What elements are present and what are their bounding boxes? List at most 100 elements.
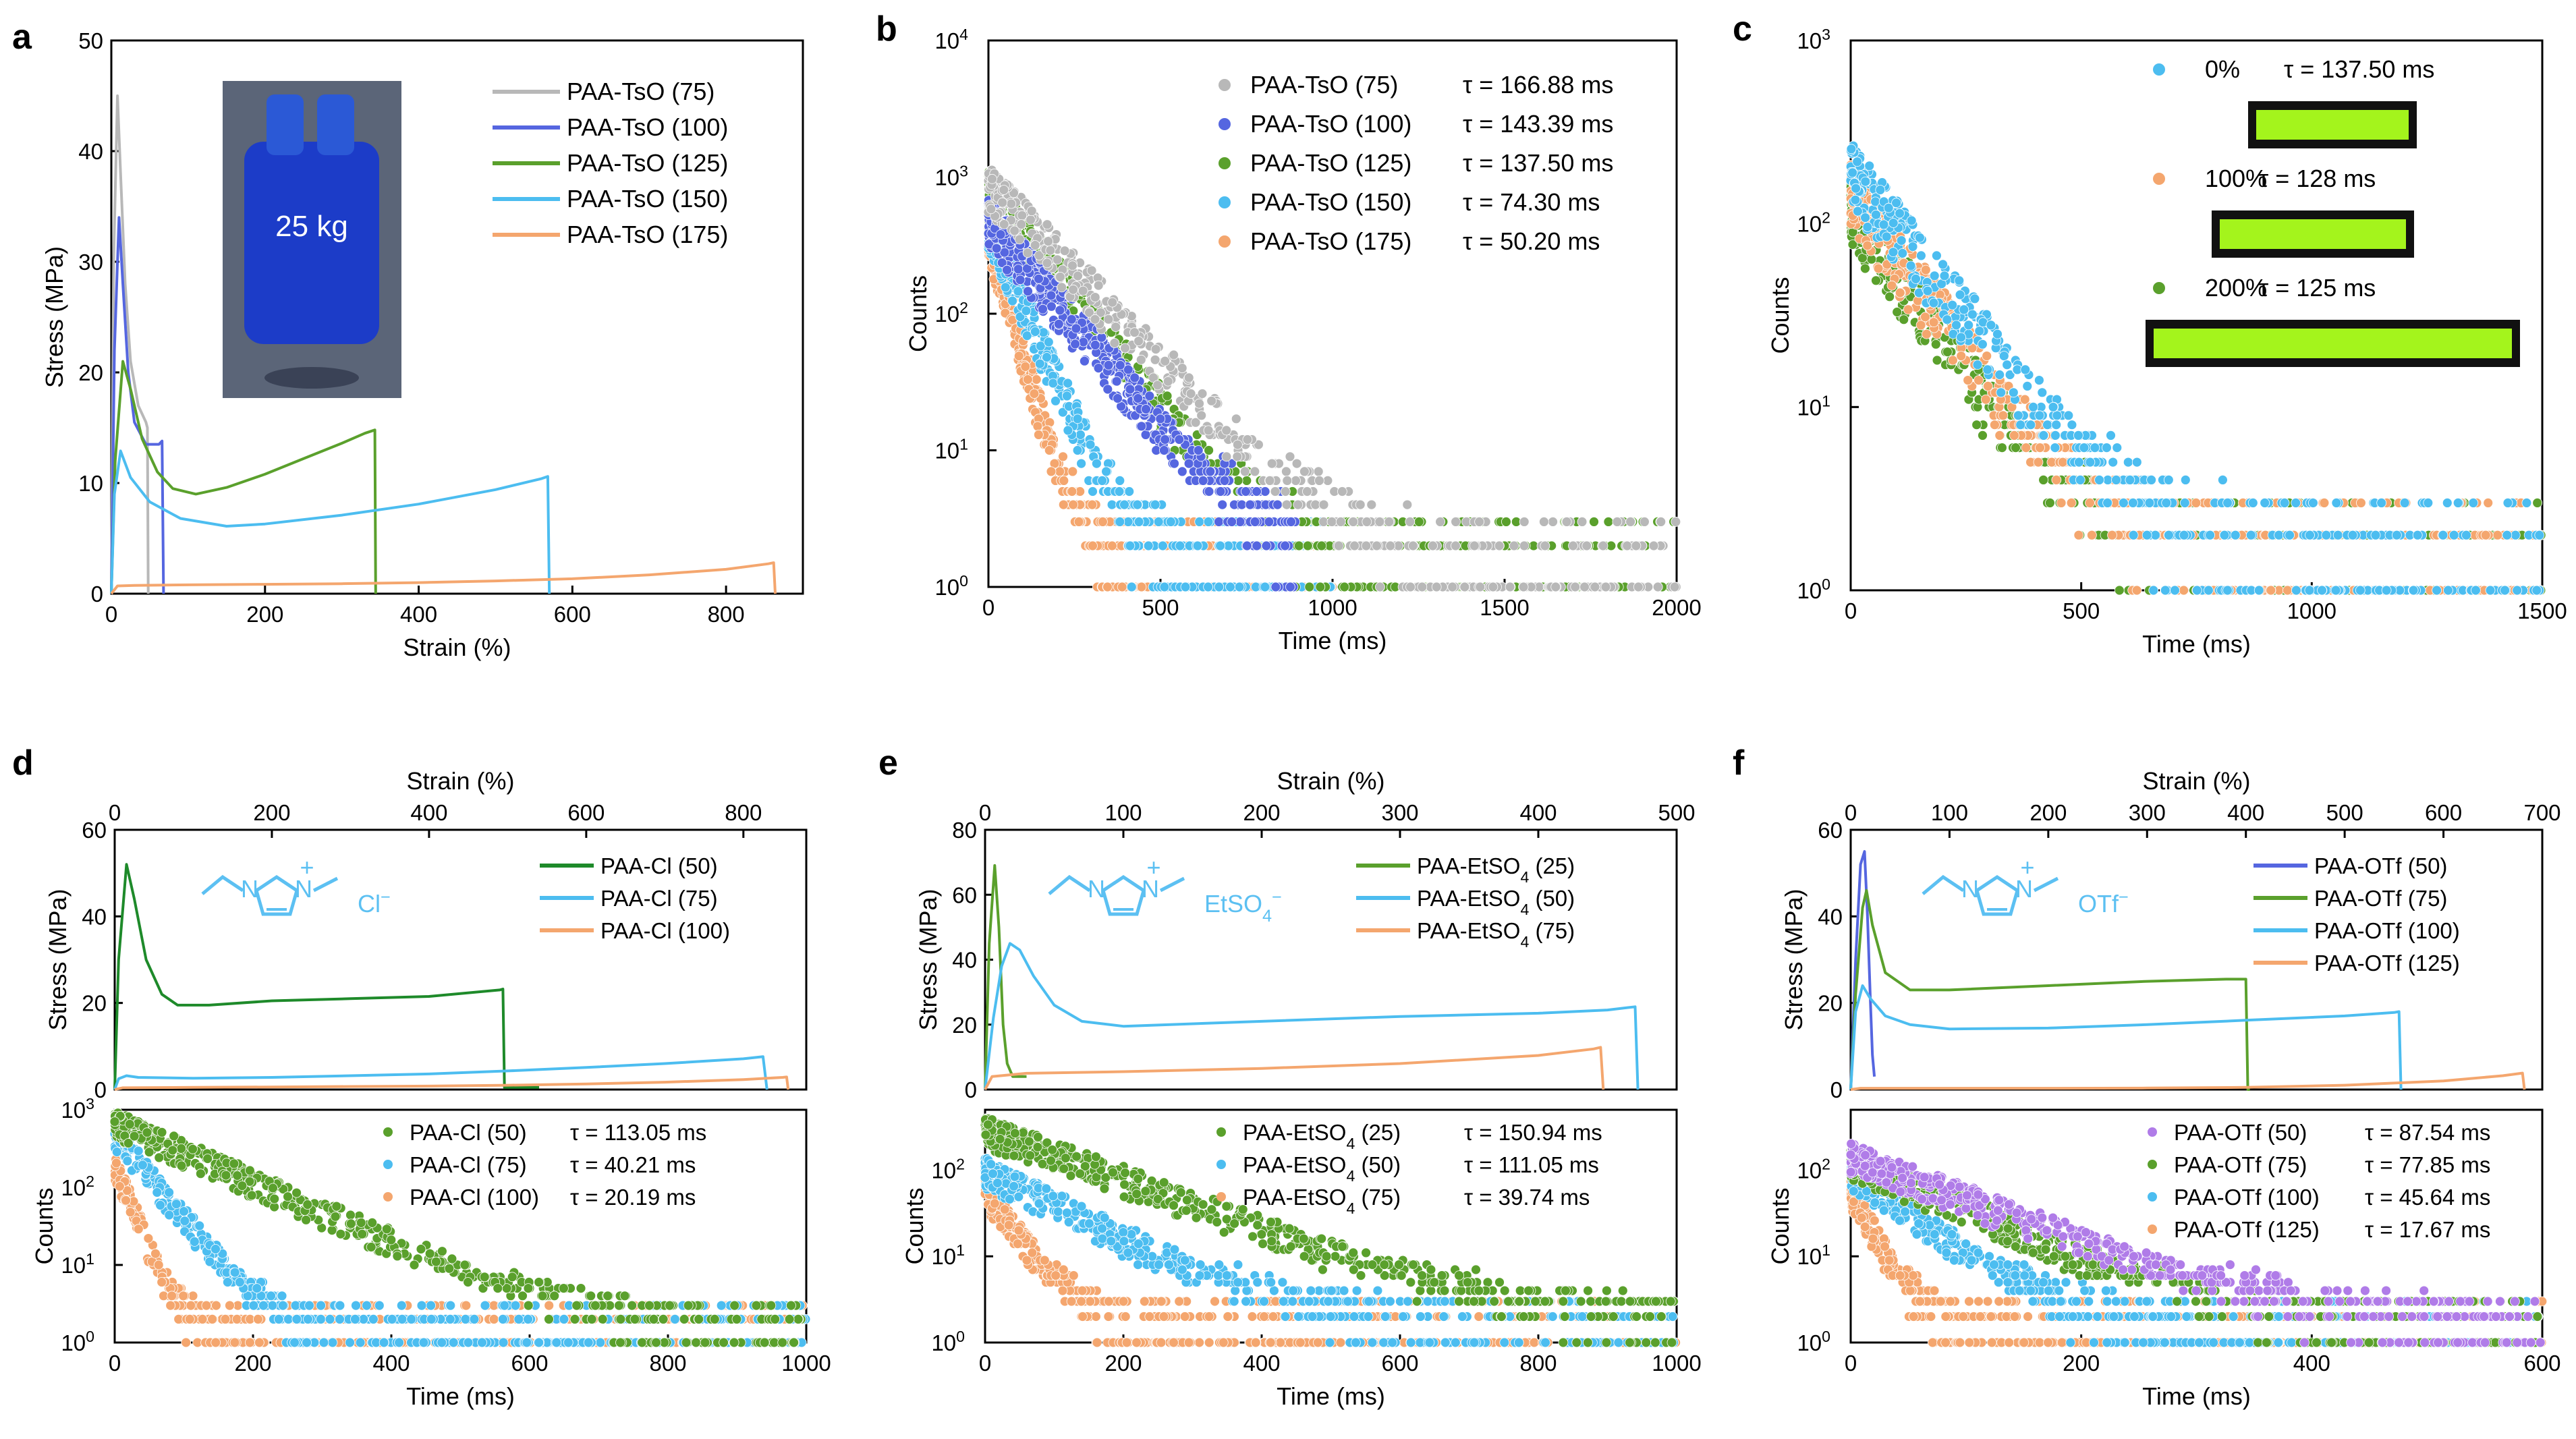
data-point — [1013, 351, 1024, 362]
data-point — [1136, 582, 1147, 592]
text-part: 10 — [61, 1175, 86, 1200]
data-point — [1299, 466, 1310, 477]
data-point — [2144, 498, 2155, 508]
data-point — [1568, 540, 1578, 551]
data-point — [2347, 530, 2358, 540]
imidazolium-structure: N N+Cl− — [201, 853, 391, 918]
data-point — [2247, 498, 2258, 508]
x-tick-label: 800 — [725, 800, 762, 825]
data-point — [2048, 401, 2059, 412]
text-part: PAA-TsO (150) — [567, 185, 728, 213]
data-point — [2502, 530, 2513, 540]
series-points — [1845, 160, 2544, 596]
data-point — [2510, 530, 2521, 540]
data-point — [1435, 517, 1446, 527]
legend-entry: PAA-Cl (75) — [600, 886, 718, 911]
data-point — [1886, 280, 1897, 291]
data-point — [1891, 198, 1902, 208]
data-point — [1372, 540, 1382, 551]
data-point — [1333, 540, 1344, 551]
data-point — [1871, 209, 1881, 220]
data-point — [1000, 282, 1011, 293]
data-point — [1109, 338, 1120, 348]
data-point — [1133, 393, 1144, 403]
data-point — [1092, 458, 1102, 469]
data-point — [1922, 329, 1932, 339]
data-point — [2037, 387, 2048, 398]
data-point — [1153, 517, 1164, 527]
data-point — [2101, 443, 2112, 453]
x-tick-label: 600 — [511, 1351, 548, 1376]
y-tick-label: 101 — [1797, 392, 1830, 420]
data-point — [1361, 540, 1372, 551]
data-point — [1052, 254, 1063, 265]
data-point — [1852, 157, 1863, 167]
data-point — [1231, 414, 1241, 424]
data-point — [461, 1300, 472, 1311]
data-point — [1162, 391, 1173, 401]
data-point — [111, 1158, 121, 1168]
data-point — [1860, 176, 1871, 187]
data-point — [1969, 293, 1980, 304]
x-tick-label: 400 — [410, 800, 447, 825]
data-point — [1501, 517, 1511, 527]
data-point — [1509, 540, 1519, 551]
data-point — [1903, 304, 1913, 315]
data-point — [1107, 499, 1117, 510]
data-point — [2107, 530, 2117, 540]
data-point — [1227, 517, 1237, 527]
data-point — [1030, 240, 1040, 250]
data-point — [1505, 582, 1515, 592]
data-point — [1963, 320, 1974, 331]
data-point — [1897, 248, 1908, 258]
data-point — [1158, 540, 1168, 551]
data-point — [2332, 530, 2343, 540]
y-tick-label: 50 — [78, 28, 103, 53]
data-point — [1023, 374, 1033, 385]
data-point — [1241, 540, 1252, 551]
data-point — [1102, 582, 1113, 592]
data-point — [1150, 354, 1160, 365]
data-point — [1114, 486, 1125, 497]
data-point — [2376, 498, 2387, 508]
data-point — [1302, 486, 1312, 497]
data-point — [181, 1337, 192, 1348]
data-point — [1896, 235, 1907, 246]
data-point — [1058, 499, 1069, 510]
data-point — [1068, 284, 1078, 295]
data-point — [1374, 517, 1385, 527]
data-point — [1671, 517, 1681, 527]
data-point — [1911, 273, 1921, 284]
data-point — [2079, 443, 2090, 453]
data-point — [1355, 499, 1366, 510]
data-point — [1851, 183, 1861, 194]
data-point — [2009, 430, 2019, 441]
legend-tau: τ = 125 ms — [2259, 274, 2376, 302]
data-point — [2285, 530, 2295, 540]
data-point — [1622, 540, 1633, 551]
y-tick-label: 20 — [78, 360, 103, 385]
data-point — [2217, 475, 2228, 485]
data-point — [1286, 517, 1296, 527]
data-point — [1859, 263, 1870, 274]
data-point — [2230, 530, 2241, 540]
data-point — [1023, 286, 1033, 297]
blue-jug — [244, 142, 379, 344]
data-point — [1194, 398, 1204, 409]
data-point — [1059, 476, 1069, 486]
data-point — [1113, 393, 1123, 403]
text-part: − — [381, 888, 391, 907]
text-part: 10 — [934, 575, 959, 600]
data-point — [244, 1337, 255, 1348]
data-point — [2222, 498, 2233, 508]
data-point — [2114, 585, 2125, 596]
data-point — [1266, 458, 1277, 469]
legend-swatch — [2153, 63, 2165, 76]
data-point — [1939, 271, 1950, 281]
data-point — [2500, 585, 2511, 596]
data-point — [1090, 339, 1100, 350]
data-point — [2127, 498, 2138, 508]
data-point — [1384, 517, 1395, 527]
data-point — [1038, 304, 1048, 314]
data-point — [1021, 306, 1032, 316]
